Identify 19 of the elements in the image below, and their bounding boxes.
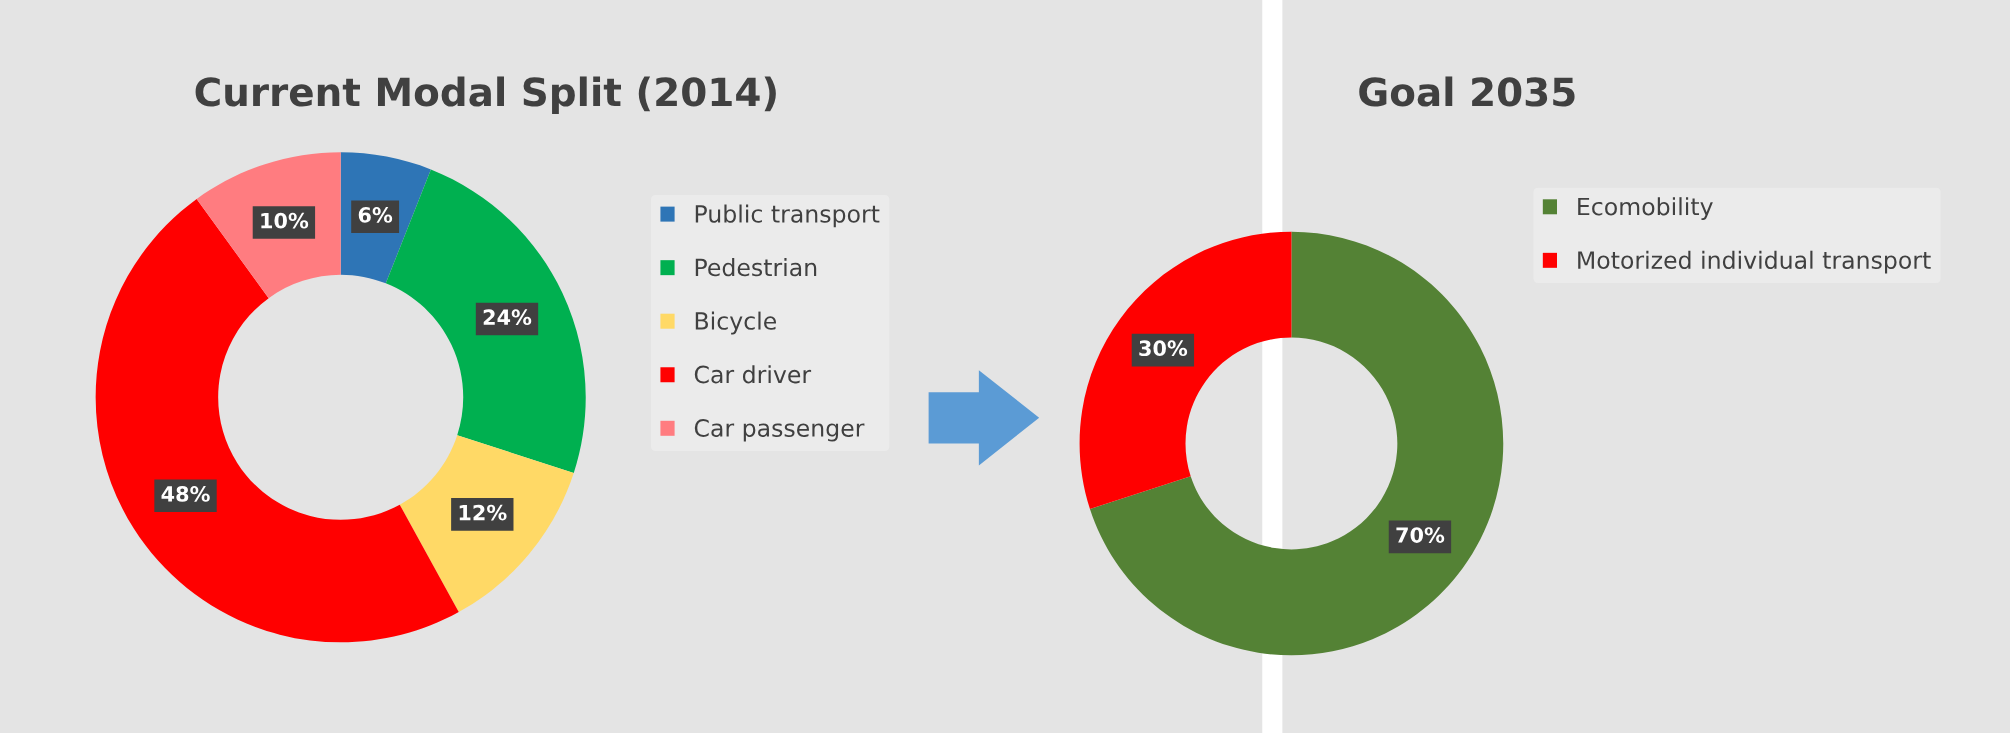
data-label: 12% — [459, 504, 507, 521]
data-label: 6% — [358, 207, 393, 223]
legend-label: Public transport — [695, 204, 880, 228]
data-label: 10% — [261, 212, 309, 229]
legend-label: Bicycle — [695, 311, 777, 335]
donut-slice — [1079, 231, 1292, 509]
data-label: 48% — [161, 486, 210, 502]
donut-slice — [1089, 231, 1504, 656]
donut-slice — [95, 199, 459, 643]
chart-title: Goal 2035 — [1359, 76, 1575, 107]
legend-label: Motorized individual transport — [1578, 250, 1931, 274]
legend-label: Ecomobility — [1578, 197, 1713, 221]
chart-title: Current Modal Split (2014) — [195, 76, 776, 115]
data-label: 70% — [1396, 527, 1445, 543]
legend-label: Car passenger — [694, 419, 865, 442]
legend-label: Car driver — [694, 365, 812, 384]
data-label: 24% — [483, 309, 532, 326]
data-label: 30% — [1139, 340, 1188, 357]
legend-label: Pedestrian — [695, 258, 817, 277]
